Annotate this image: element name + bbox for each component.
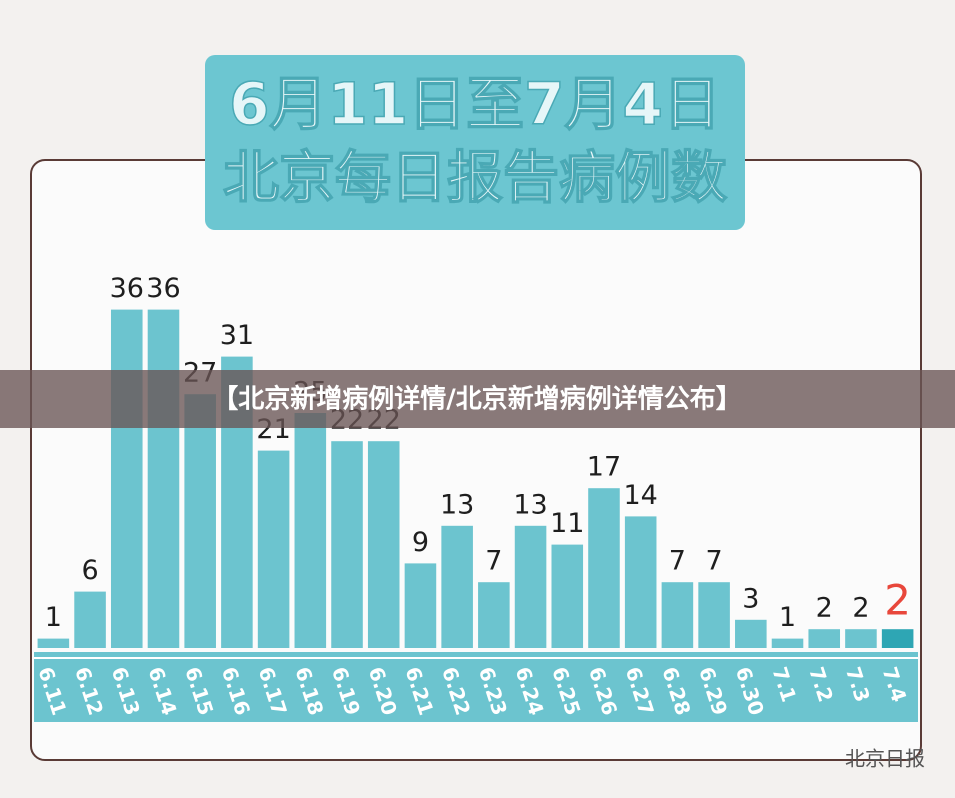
bar [661, 582, 694, 648]
bar [514, 525, 547, 648]
banner: 【北京新增病例详情/北京新增病例详情公布】 [212, 384, 742, 415]
value-label: 6 [81, 555, 98, 586]
value-label: 1 [779, 602, 796, 633]
value-label: 31 [220, 320, 254, 351]
bar [551, 544, 584, 648]
chart-title: 6月11日至7月4日 [229, 70, 721, 138]
value-label: 13 [440, 489, 474, 520]
bar [184, 394, 216, 648]
bar [294, 413, 327, 648]
value-label: 14 [624, 480, 658, 511]
value-label: 7 [485, 546, 502, 577]
title-box [205, 55, 745, 230]
bar [624, 516, 657, 648]
bar [881, 629, 914, 648]
bar [257, 450, 290, 648]
bar [404, 563, 437, 648]
value-label: 11 [550, 508, 584, 539]
value-label: 3 [742, 583, 759, 614]
date-band [34, 652, 918, 722]
bar [74, 591, 106, 648]
bar [147, 309, 180, 648]
banner-bg [0, 370, 955, 428]
value-label: 36 [110, 273, 144, 304]
bar [331, 441, 363, 648]
value-label: 36 [146, 273, 180, 304]
value-label: 7 [706, 546, 723, 577]
bars: 16.1166.12366.13366.14276.15316.16216.17… [33, 273, 914, 718]
value-label: 17 [587, 452, 621, 483]
value-label: 2 [816, 593, 833, 624]
bar [845, 629, 877, 648]
bar [808, 629, 841, 648]
bar [367, 441, 400, 648]
value-label: 1 [45, 602, 62, 633]
bar [110, 309, 143, 648]
value-label: 2 [852, 593, 869, 624]
bar [478, 582, 510, 648]
value-label: 2 [884, 576, 911, 625]
chart-subtitle: 北京每日报告病例数 [223, 146, 727, 211]
bar [771, 638, 804, 648]
value-label: 9 [412, 527, 429, 558]
bar [588, 488, 620, 648]
source: 北京日报 [845, 747, 925, 771]
value-label: 7 [669, 546, 686, 577]
value-label: 13 [513, 489, 547, 520]
bar [37, 638, 70, 648]
bar [735, 619, 767, 648]
bar [698, 582, 730, 648]
bar [441, 525, 473, 648]
